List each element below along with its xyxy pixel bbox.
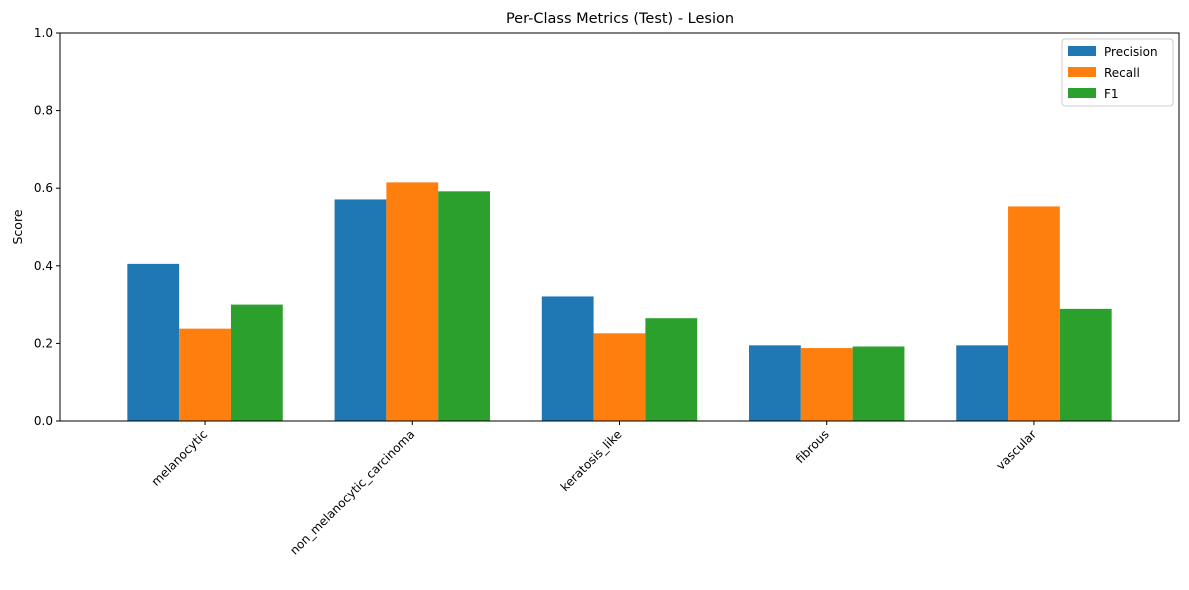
bar-precision-fibrous [749, 345, 801, 421]
y-tick-label: 0.8 [34, 104, 53, 118]
bar-f1-non_melanocytic_carcinoma [438, 191, 490, 421]
y-tick-label: 0.2 [34, 336, 53, 350]
bar-recall-keratosis_like [593, 333, 646, 421]
bar-precision-vascular [956, 345, 1009, 421]
y-tick-label: 1.0 [34, 26, 53, 40]
legend-swatch-recall [1068, 67, 1096, 77]
bar-recall-non_melanocytic_carcinoma [386, 182, 439, 421]
y-tick-label: 0.0 [34, 414, 53, 428]
legend-swatch-precision [1068, 46, 1096, 56]
bar-recall-fibrous [800, 348, 853, 421]
legend-label-f1: F1 [1104, 87, 1119, 101]
legend-label-recall: Recall [1104, 66, 1140, 80]
bar-f1-keratosis_like [645, 318, 698, 421]
y-axis-label: Score [10, 209, 25, 244]
bar-precision-non_melanocytic_carcinoma [334, 199, 387, 421]
legend: Precision Recall F1 [1061, 38, 1174, 107]
y-tick-label: 0.6 [34, 181, 53, 195]
chart-title: Per-Class Metrics (Test) - Lesion [506, 11, 734, 27]
bar-precision-keratosis_like [541, 296, 594, 421]
bar-recall-melanocytic [179, 328, 231, 421]
bar-precision-melanocytic [127, 263, 180, 421]
y-tick-label: 0.4 [34, 259, 53, 273]
bar-f1-fibrous [852, 346, 905, 421]
bars-group [127, 182, 1112, 421]
legend-swatch-f1 [1068, 88, 1096, 98]
bar-recall-vascular [1008, 206, 1060, 421]
legend-label-precision: Precision [1104, 45, 1158, 59]
bar-f1-melanocytic [230, 304, 283, 421]
bar-f1-vascular [1059, 308, 1112, 421]
